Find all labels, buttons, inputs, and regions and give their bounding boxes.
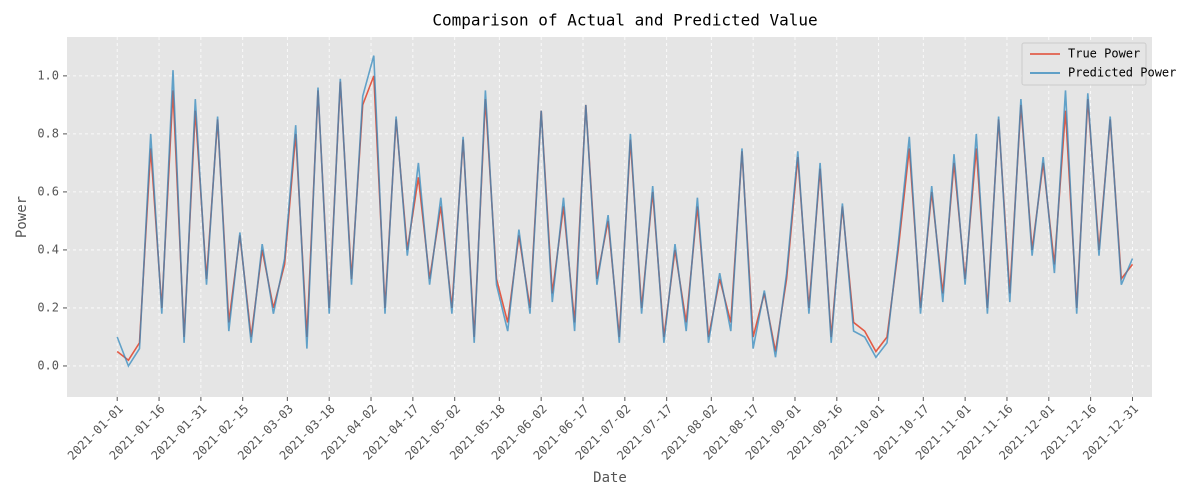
y-tick-label: 0.6	[37, 184, 59, 198]
plot-area	[67, 37, 1152, 397]
y-axis-label: Power	[14, 196, 30, 238]
chart-title: Comparison of Actual and Predicted Value	[432, 11, 817, 30]
y-tick-label: 1.0	[37, 68, 59, 82]
y-tick-label: 0.0	[37, 358, 59, 372]
x-axis-label: Date	[593, 470, 627, 486]
legend-label: Predicted Power	[1068, 66, 1176, 80]
legend-label: True Power	[1068, 47, 1140, 61]
y-tick-label: 0.2	[37, 300, 59, 314]
y-tick-label: 0.8	[37, 126, 59, 140]
y-tick-label: 0.4	[37, 242, 59, 256]
series-line	[116, 55, 1134, 368]
